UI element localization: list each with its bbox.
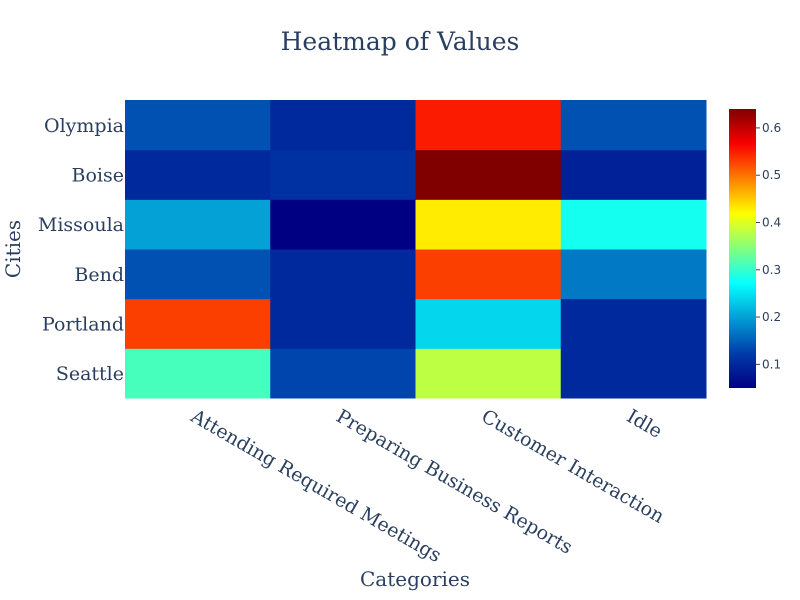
colorbar-tick-labels: 0.1 0.2 0.3 0.4 0.5 0.6 [756,121,781,371]
colorbar-tick-label: 0.2 [762,310,781,324]
heatmap-cell [560,298,707,349]
heatmap-cell [415,149,562,200]
heatmap-cell [415,298,562,349]
heatmap-cell [270,298,416,349]
chart-title: Heatmap of Values [281,27,520,56]
heatmap-cell [125,298,271,349]
y-tick-label: Bend [74,264,124,286]
heatmap-cells [125,100,707,399]
heatmap-cell [560,199,707,250]
y-axis-label: Cities [1,220,25,278]
heatmap-cell [415,100,562,151]
colorbar-tick-label: 0.5 [762,168,781,182]
heatmap-cell [270,199,416,250]
x-tick-label: Idle [623,405,666,443]
y-tick-label: Boise [72,165,124,187]
heatmap-cell [415,199,562,250]
x-axis-label: Categories [360,567,470,591]
heatmap-cell [125,348,271,399]
heatmap-cell [270,249,416,300]
heatmap-cell [560,100,707,151]
colorbar [729,109,756,388]
x-tick-label: Preparing Business Reports [332,405,576,558]
heatmap-cell [270,348,416,399]
y-tick-label: Seattle [56,363,124,385]
heatmap-cell [270,149,416,200]
heatmap-cell [125,100,271,151]
heatmap-cell [415,348,562,399]
heatmap-cell [560,249,707,300]
y-tick-label: Missoula [38,214,124,236]
heatmap-cell [125,249,271,300]
heatmap-cell [125,149,271,200]
y-tick-label: Portland [42,314,124,336]
heatmap-cell [125,199,271,250]
heatmap-cell [415,249,562,300]
colorbar-tick-label: 0.1 [762,357,781,371]
x-tick-label: Attending Required Meetings [186,405,445,567]
y-axis-tick-labels: Seattle Portland Bend Missoula Boise Olympia [38,115,124,385]
heatmap-cell [560,348,707,399]
colorbar-tick-label: 0.4 [762,215,781,229]
colorbar-tick-label: 0.6 [762,121,781,135]
colorbar-tick-label: 0.3 [762,263,781,277]
heatmap-cell [560,149,707,200]
y-tick-label: Olympia [44,115,124,137]
heatmap-cell [270,100,416,151]
